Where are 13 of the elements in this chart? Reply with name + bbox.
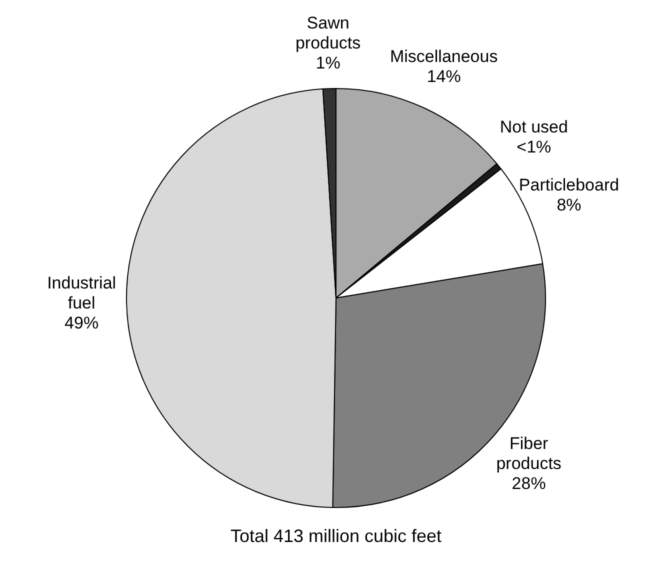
slice-label: Miscellaneous: [390, 47, 498, 66]
slice-label: Fiber products: [496, 434, 562, 473]
text: Total 413 million cubic feet: [229, 526, 443, 547]
slice-label: Not used: [500, 118, 568, 137]
data-label: 1%: [316, 53, 340, 72]
slice-label: Particleboard: [518, 175, 620, 194]
data-label: 49%: [64, 314, 99, 333]
slice-label: Sawn products: [295, 13, 361, 52]
data-label: 14%: [426, 67, 461, 86]
data-label: <1%: [516, 138, 552, 157]
data-label: 8%: [556, 195, 582, 214]
slice-label: Industrial fuel: [47, 274, 116, 313]
data-label: 28%: [512, 474, 546, 493]
